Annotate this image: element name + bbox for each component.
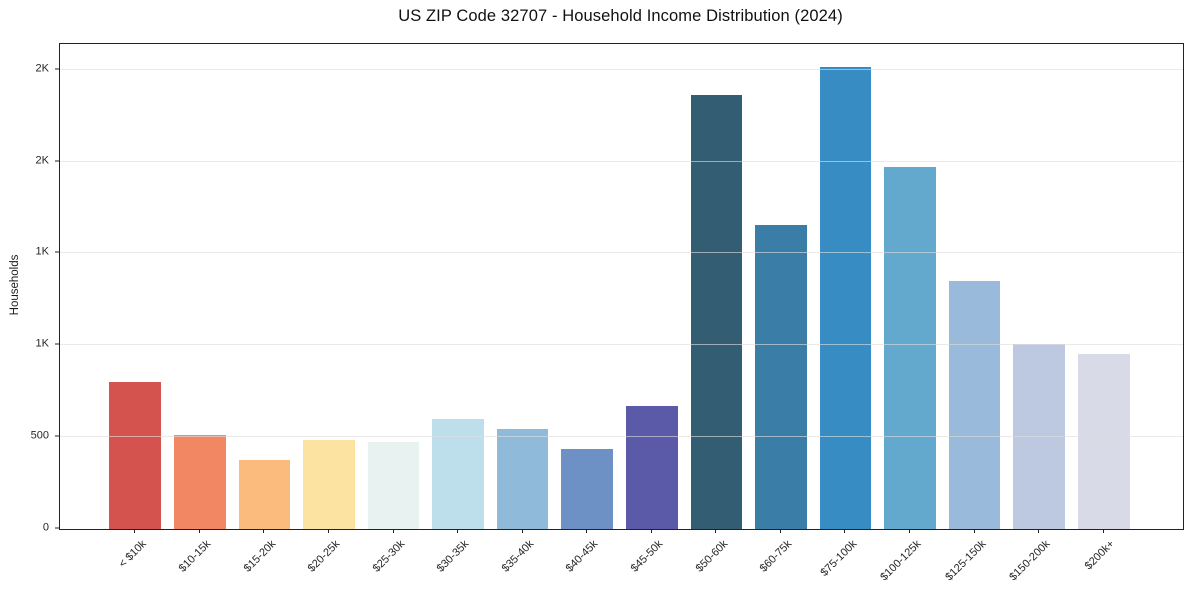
x-tick-label: $30-35k [434, 538, 472, 575]
x-tick-mark [134, 529, 136, 533]
x-tick-label: $15-20k [241, 538, 278, 575]
y-tick-mark [55, 527, 59, 529]
bar-slot [103, 44, 168, 529]
y-tick-label: 2K [35, 154, 49, 167]
y-tick-label: 0 [42, 521, 49, 534]
bar-60-75k [755, 224, 807, 529]
x-tick-label: $35-40k [499, 538, 537, 575]
bar-slot [620, 44, 685, 529]
bar-slot [1071, 44, 1136, 529]
bar-slot [297, 44, 362, 529]
x-tick-mark [521, 529, 523, 533]
bars-region [103, 44, 1136, 529]
bar-75-100k [819, 66, 872, 529]
x-tick-mark [586, 529, 588, 533]
bar-slot [361, 44, 426, 529]
bar-slot [168, 44, 233, 529]
x-tick-label: $75-100k [818, 538, 859, 579]
bar-25-30k [367, 441, 420, 529]
bar-100-125k [884, 166, 936, 529]
bar-slot [684, 44, 749, 529]
chart-title: US ZIP Code 32707 - Household Income Dis… [398, 7, 843, 25]
bar-slot [878, 44, 943, 529]
x-tick-label: $20-25k [305, 538, 343, 575]
x-tick-label: $100-125k [878, 538, 924, 584]
x-tick-label: $125-150k [942, 538, 989, 584]
x-tick-mark [327, 529, 329, 533]
bar-slot [490, 44, 555, 529]
x-tick-mark [1102, 529, 1104, 533]
y-tick-label: 2K [35, 62, 49, 75]
y-tick-label: 1K [35, 245, 49, 258]
y-tick-label: 500 [30, 429, 49, 442]
x-tick-label: $45-50k [628, 538, 666, 575]
x-tick-label: $10-15k [176, 538, 214, 575]
bar-35-40k [496, 428, 549, 529]
bar-125-150k [948, 281, 1001, 529]
bar-50-60k [690, 95, 743, 529]
bar-40-45k [561, 448, 614, 529]
bar-20-25k [303, 440, 355, 529]
bar-45-50k [625, 406, 678, 529]
y-tick-mark [55, 251, 59, 253]
x-tick-mark [715, 529, 717, 533]
x-tick-mark [392, 529, 394, 533]
x-tick-mark [650, 529, 652, 533]
bar-15-20k [238, 460, 291, 529]
x-tick-label: $50-60k [693, 538, 730, 575]
y-tick-mark [55, 435, 59, 437]
x-tick-mark [263, 529, 265, 533]
bar-slot [426, 44, 491, 529]
plot-area [59, 43, 1184, 530]
bar-10-15k [174, 434, 226, 529]
bar-slot [813, 44, 878, 529]
bar-slot [232, 44, 297, 529]
y-tick-mark [55, 160, 59, 162]
x-tick-label: < $10k [116, 538, 149, 571]
x-tick-mark [973, 529, 975, 533]
bar-slot [555, 44, 620, 529]
x-tick-label: $150-200k [1007, 538, 1053, 584]
bar-200k [1077, 353, 1130, 529]
y-tick-mark [55, 68, 59, 70]
x-tick-mark [779, 529, 781, 533]
x-axis: < $10k $10-15k $15-20k $20-25k $25-30k $30-35… [59, 529, 1182, 590]
x-tick-mark [198, 529, 200, 533]
x-tick-mark [1038, 529, 1040, 533]
bar-150-200k [1013, 343, 1065, 529]
x-tick-mark [457, 529, 459, 533]
x-tick-label: $200k+ [1082, 538, 1118, 573]
x-tick-mark [909, 529, 911, 533]
bar-slot [942, 44, 1007, 529]
bar-30-35k [432, 419, 484, 529]
x-tick-label: $60-75k [757, 538, 795, 575]
bar-10k [109, 382, 162, 529]
bar-slot [749, 44, 814, 529]
y-tick-mark [55, 343, 59, 345]
y-axis: 0 500 1K 1K 2K 2K [0, 43, 59, 533]
x-tick-label: $40-45k [564, 538, 601, 575]
bar-slot [1007, 44, 1072, 529]
y-tick-label: 1K [35, 337, 49, 350]
x-tick-mark [844, 529, 846, 533]
x-tick-label: $25-30k [370, 538, 408, 575]
